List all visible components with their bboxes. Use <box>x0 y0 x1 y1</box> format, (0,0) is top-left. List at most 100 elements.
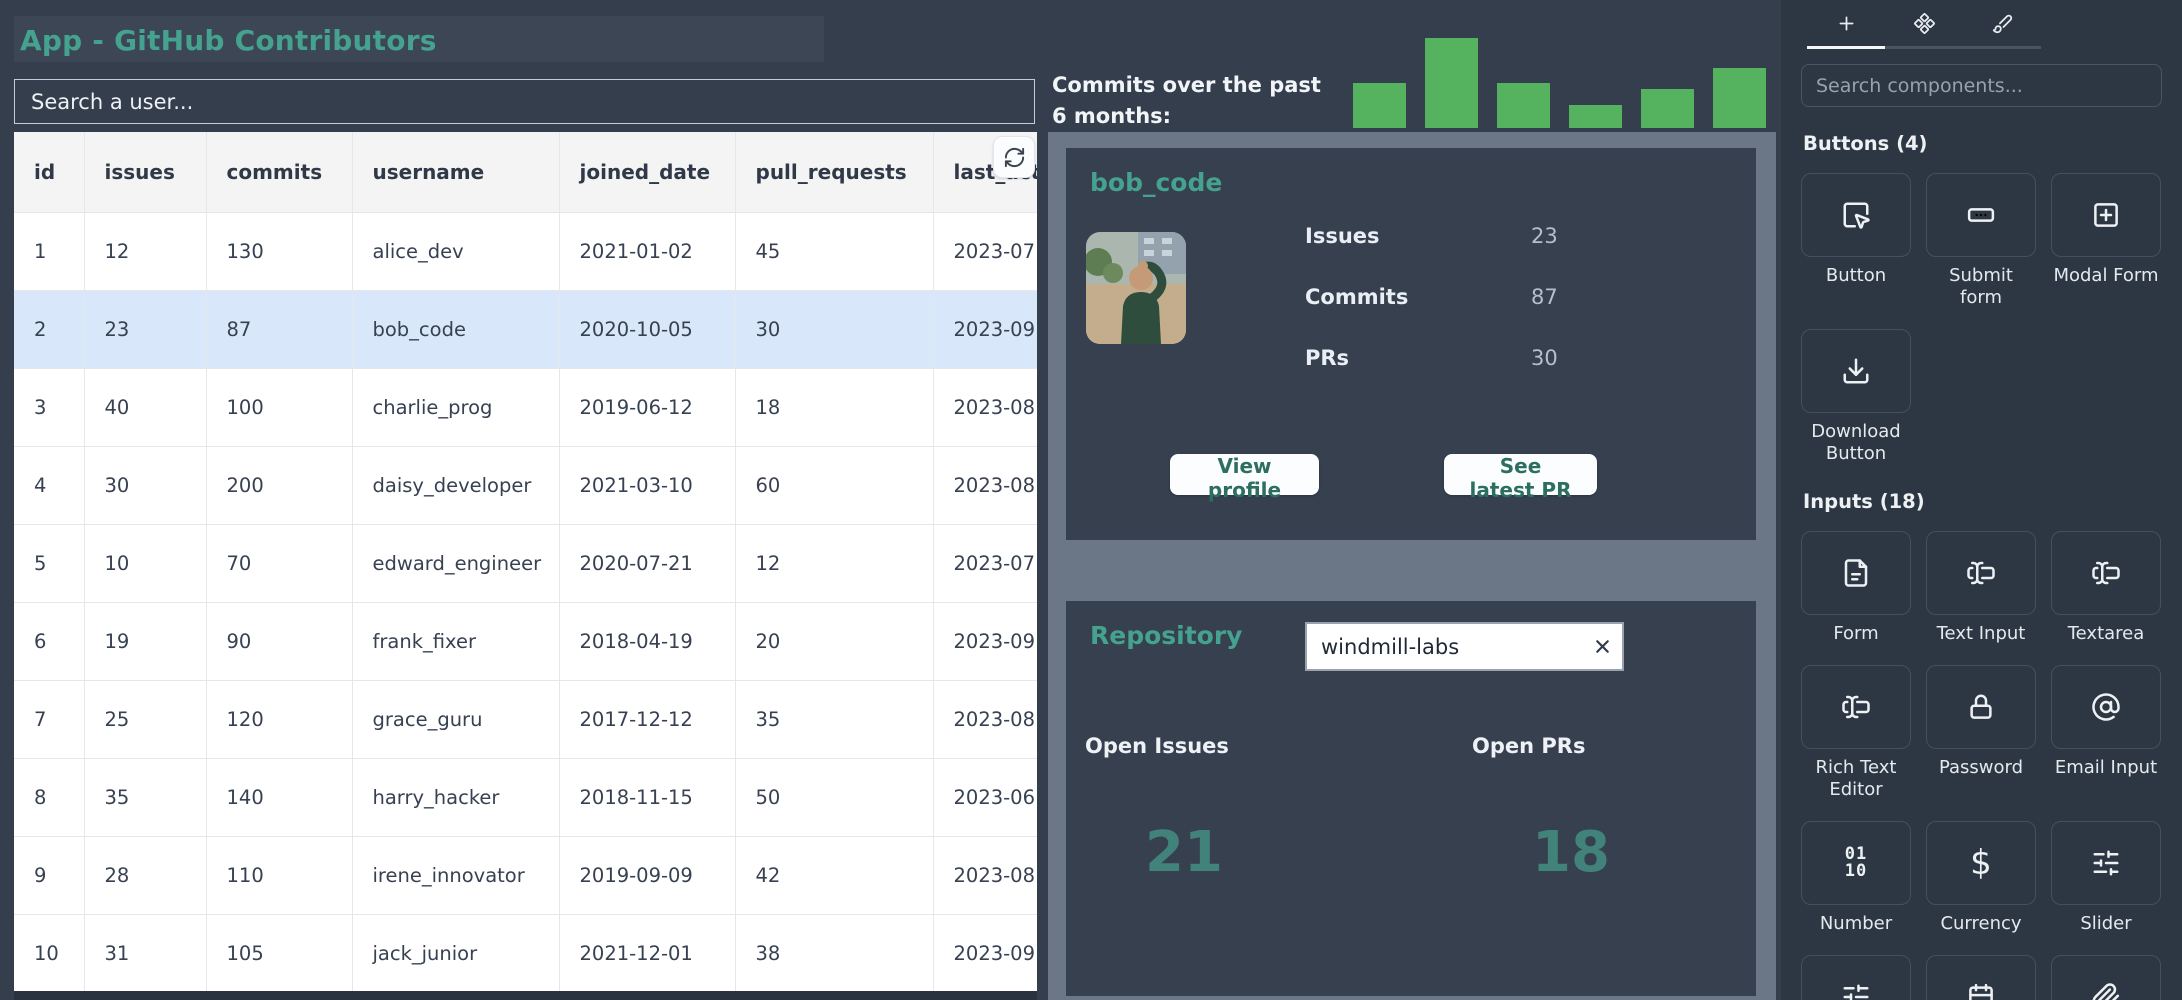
column-header[interactable]: joined_date <box>559 132 736 213</box>
table-cell[interactable]: grace_guru <box>352 680 560 759</box>
table-cell[interactable]: 70 <box>206 524 353 603</box>
table-cell[interactable]: charlie_prog <box>352 368 560 447</box>
table-cell[interactable]: 2021-12-01 <box>559 914 736 993</box>
table-cell[interactable]: 2023-08 <box>933 368 1037 447</box>
table-cell[interactable]: frank_fixer <box>352 602 560 681</box>
table-cell[interactable]: 50 <box>735 758 934 837</box>
table-cell[interactable]: 110 <box>206 836 353 915</box>
table-cell[interactable]: 87 <box>206 290 353 369</box>
table-cell[interactable]: 42 <box>735 836 934 915</box>
table-cell[interactable]: 8 <box>14 758 85 837</box>
table-cell[interactable]: 2020-10-05 <box>559 290 736 369</box>
table-cell[interactable]: 6 <box>14 602 85 681</box>
table-cell[interactable]: 2018-11-15 <box>559 758 736 837</box>
table-cell[interactable]: 140 <box>206 758 353 837</box>
table-cell[interactable]: harry_hacker <box>352 758 560 837</box>
table-cell[interactable]: alice_dev <box>352 212 560 291</box>
table-cell[interactable]: 35 <box>735 680 934 759</box>
table-row[interactable]: 2 23 87 bob_code 2020-10-05 30 2023-09 <box>14 290 1037 369</box>
table-cell[interactable]: 4 <box>14 446 85 525</box>
refresh-button[interactable] <box>993 136 1035 178</box>
table-cell[interactable]: 10 <box>14 914 85 993</box>
table-row[interactable]: 10 31 105 jack_junior 2021-12-01 38 2023-09 <box>14 914 1037 993</box>
table-row[interactable]: 1 12 130 alice_dev 2021-01-02 45 2023-07 <box>14 212 1037 291</box>
table-row[interactable]: 6 19 90 frank_fixer 2018-04-19 20 2023-09 <box>14 602 1037 681</box>
table-cell[interactable]: 2020-07-21 <box>559 524 736 603</box>
table-cell[interactable]: 28 <box>84 836 207 915</box>
column-header[interactable]: issues <box>84 132 207 213</box>
column-header[interactable]: pull_requests <box>735 132 934 213</box>
table-cell[interactable]: irene_innovator <box>352 836 560 915</box>
table-cell[interactable]: 2023-06 <box>933 758 1037 837</box>
component-card-password[interactable] <box>1926 665 2036 749</box>
table-cell[interactable]: 2023-07 <box>933 212 1037 291</box>
component-card-textarea[interactable] <box>2051 531 2161 615</box>
component-card-submit-form[interactable] <box>1926 173 2036 257</box>
table-cell[interactable]: 2021-03-10 <box>559 446 736 525</box>
view-profile-button[interactable]: View profile <box>1170 454 1319 502</box>
table-cell[interactable]: 23 <box>84 290 207 369</box>
table-cell[interactable]: 2 <box>14 290 85 369</box>
repo-search-input[interactable] <box>1307 634 1582 659</box>
column-header[interactable]: id <box>14 132 85 213</box>
table-cell[interactable]: bob_code <box>352 290 560 369</box>
table-cell[interactable]: 2023-07 <box>933 524 1037 603</box>
table-cell[interactable]: 100 <box>206 368 353 447</box>
component-search-input[interactable] <box>1801 64 2162 107</box>
table-cell[interactable]: 2019-06-12 <box>559 368 736 447</box>
table-cell[interactable]: 30 <box>84 446 207 525</box>
column-header[interactable]: username <box>352 132 560 213</box>
table-cell[interactable]: 30 <box>735 290 934 369</box>
column-header[interactable]: commits <box>206 132 353 213</box>
table-cell[interactable]: 38 <box>735 914 934 993</box>
table-cell[interactable]: 9 <box>14 836 85 915</box>
component-card-rich-text-editor[interactable] <box>1801 665 1911 749</box>
table-cell[interactable]: edward_engineer <box>352 524 560 603</box>
table-cell[interactable]: 2023-09 <box>933 602 1037 681</box>
table-row[interactable]: 7 25 120 grace_guru 2017-12-12 35 2023-08 <box>14 680 1037 759</box>
table-cell[interactable]: 120 <box>206 680 353 759</box>
components-tab[interactable] <box>1885 0 1963 46</box>
table-cell[interactable]: 20 <box>735 602 934 681</box>
table-cell[interactable]: 2018-04-19 <box>559 602 736 681</box>
table-row[interactable]: 3 40 100 charlie_prog 2019-06-12 18 2023-08 <box>14 368 1037 447</box>
table-cell[interactable]: 2021-01-02 <box>559 212 736 291</box>
table-row[interactable]: 5 10 70 edward_engineer 2020-07-21 12 2023-07 <box>14 524 1037 603</box>
table-cell[interactable]: 40 <box>84 368 207 447</box>
table-cell[interactable]: 200 <box>206 446 353 525</box>
user-search-input[interactable] <box>14 79 1035 124</box>
component-card-email-input[interactable] <box>2051 665 2161 749</box>
table-cell[interactable]: 2023-09 <box>933 914 1037 993</box>
component-card-button[interactable] <box>1801 173 1911 257</box>
table-cell[interactable]: 1 <box>14 212 85 291</box>
close-icon[interactable] <box>1582 636 1622 657</box>
component-card-untitled[interactable] <box>2051 955 2161 1000</box>
component-card-currency[interactable]: $ <box>1926 821 2036 905</box>
component-card-untitled[interactable] <box>1801 955 1911 1000</box>
component-card-slider[interactable] <box>2051 821 2161 905</box>
table-cell[interactable]: 12 <box>84 212 207 291</box>
component-card-text-input[interactable] <box>1926 531 2036 615</box>
table-cell[interactable]: 60 <box>735 446 934 525</box>
table-cell[interactable]: 2023-09 <box>933 290 1037 369</box>
table-cell[interactable]: 90 <box>206 602 353 681</box>
table-cell[interactable]: 2023-08 <box>933 680 1037 759</box>
table-cell[interactable]: 2017-12-12 <box>559 680 736 759</box>
table-cell[interactable]: jack_junior <box>352 914 560 993</box>
component-card-form[interactable] <box>1801 531 1911 615</box>
table-row[interactable]: 9 28 110 irene_innovator 2019-09-09 42 2023-08 <box>14 836 1037 915</box>
table-cell[interactable]: 10 <box>84 524 207 603</box>
component-card-modal-form[interactable] <box>2051 173 2161 257</box>
component-card-number[interactable]: 01 10 <box>1801 821 1911 905</box>
table-cell[interactable]: 19 <box>84 602 207 681</box>
table-cell[interactable]: 25 <box>84 680 207 759</box>
theme-tab[interactable] <box>1963 0 2041 46</box>
table-cell[interactable]: 31 <box>84 914 207 993</box>
table-cell[interactable]: 2023-08 <box>933 446 1037 525</box>
table-row[interactable]: 4 30 200 daisy_developer 2021-03-10 60 2023-08 <box>14 446 1037 525</box>
table-cell[interactable]: daisy_developer <box>352 446 560 525</box>
table-cell[interactable]: 12 <box>735 524 934 603</box>
table-cell[interactable]: 45 <box>735 212 934 291</box>
table-cell[interactable]: 5 <box>14 524 85 603</box>
table-row[interactable]: 8 35 140 harry_hacker 2018-11-15 50 2023-06 <box>14 758 1037 837</box>
